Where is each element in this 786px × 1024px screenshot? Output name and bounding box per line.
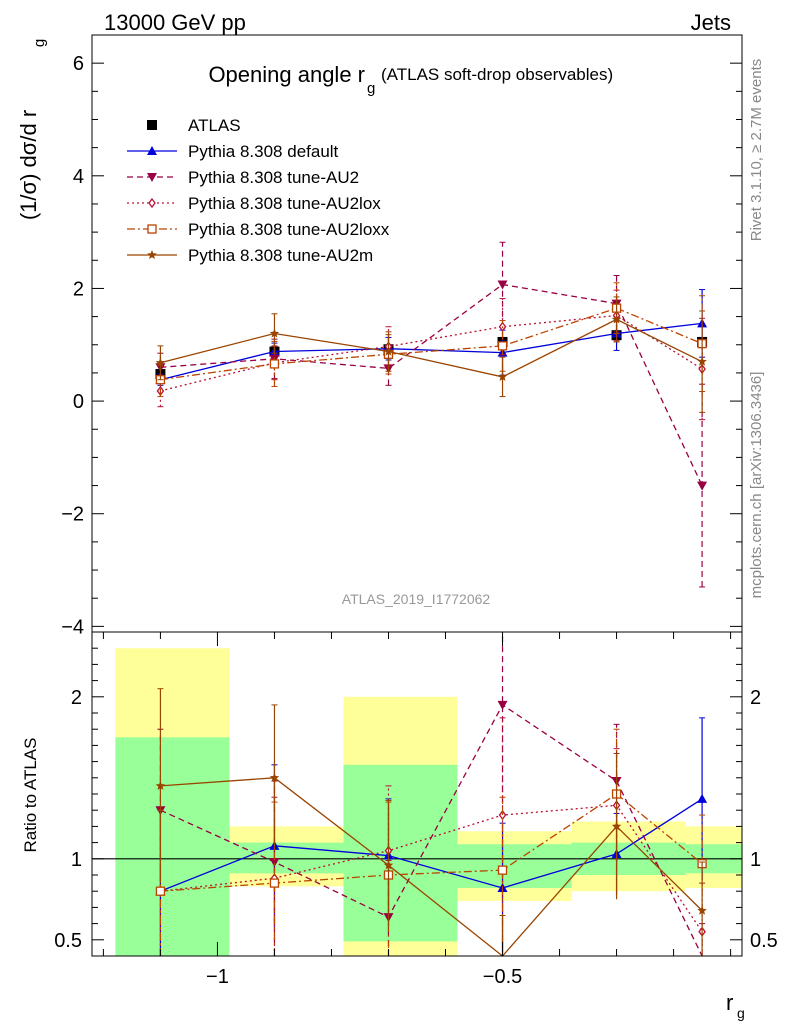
data-point xyxy=(269,328,280,338)
legend-entry: Pythia 8.308 tune-AU2m xyxy=(127,246,373,265)
plot-title-extra: (ATLAS soft-drop observables) xyxy=(381,65,613,84)
main-y-tick-label: −4 xyxy=(61,616,84,638)
ratio-series-Pythia 8.308 tune-AU2m xyxy=(155,688,707,957)
uncertainty-band-green xyxy=(229,842,344,874)
ratio-point xyxy=(155,886,166,896)
legend-marker xyxy=(148,197,156,209)
ratio-point xyxy=(383,860,394,870)
main-axes: −4 −2 0 2 4 6 xyxy=(61,53,742,638)
uncertainty-band-green xyxy=(457,844,572,888)
main-panel: Opening angle r g (ATLAS soft-drop obser… xyxy=(16,34,743,638)
ratio-y-tick-label: 0.5 xyxy=(54,930,82,952)
legend-marker xyxy=(147,120,157,130)
analysis-watermark: ATLAS_2019_I1772062 xyxy=(342,591,491,607)
mcplots-label: mcplots.cern.ch [arXiv:1306.3436] xyxy=(748,372,765,599)
ratio-point xyxy=(155,780,166,790)
legend-label: Pythia 8.308 default xyxy=(188,142,339,161)
ratio-y-tick-label: 2 xyxy=(71,687,82,709)
series-Pythia 8.308 tune-AU2 xyxy=(155,241,708,588)
ratio-bands xyxy=(92,648,743,956)
x-axis-label: r xyxy=(726,990,733,1015)
legend-label: ATLAS xyxy=(188,116,241,135)
series-line xyxy=(160,314,703,392)
header-left: 13000 GeV pp xyxy=(104,10,246,35)
header-right: Jets xyxy=(691,10,731,35)
main-y-tick-label: 0 xyxy=(73,391,84,413)
x-tick-label: −0.5 xyxy=(483,966,522,988)
main-plot-area xyxy=(155,241,708,588)
y-axis-label-sub: g xyxy=(31,39,48,47)
main-y-tick-label: 4 xyxy=(73,166,84,188)
legend-entry: Pythia 8.308 tune-AU2lox xyxy=(127,194,381,213)
ratio-line xyxy=(160,804,703,933)
legend-entry: Pythia 8.308 default xyxy=(127,142,339,161)
series-Pythia 8.308 tune-AU2lox xyxy=(156,289,706,421)
x-tick-label: −1 xyxy=(206,966,229,988)
legend-marker xyxy=(147,224,157,234)
ratio-line xyxy=(160,777,703,957)
ratio-line xyxy=(160,703,703,957)
legend-entry: Pythia 8.308 tune-AU2loxx xyxy=(127,220,390,239)
y-axis-label: (1/σ) dσ/d r xyxy=(16,110,41,220)
legend-entry: Pythia 8.308 tune-AU2 xyxy=(127,168,359,187)
ratio-axis-label: Ratio to ATLAS xyxy=(21,738,40,853)
data-point xyxy=(697,356,707,366)
ratio-y-tick-label-right: 2 xyxy=(750,687,761,709)
ratio-y-tick-label-right: 1 xyxy=(750,849,761,871)
legend-marker xyxy=(147,250,157,259)
ratio-point xyxy=(611,821,622,831)
ratio-point xyxy=(697,905,707,915)
ratio-point xyxy=(697,793,708,803)
ratio-point xyxy=(497,700,508,710)
legend-entry: ATLAS xyxy=(147,116,241,135)
ratio-y-tick-label-right: 0.5 xyxy=(750,930,778,952)
legend-marker xyxy=(147,173,157,182)
ratio-point xyxy=(269,772,280,782)
legend-label: Pythia 8.308 tune-AU2lox xyxy=(188,194,381,213)
series-line xyxy=(160,307,703,381)
legend-marker xyxy=(147,146,157,155)
data-point xyxy=(497,371,508,381)
x-axis-label-sub: g xyxy=(737,1005,745,1021)
plot-title: Opening angle r xyxy=(208,62,365,87)
ratio-point xyxy=(497,865,508,875)
data-point xyxy=(497,341,508,351)
main-y-tick-label: −2 xyxy=(61,504,84,526)
data-point xyxy=(497,280,508,290)
ratio-plot-area xyxy=(155,631,708,957)
ratio-point xyxy=(269,858,280,868)
ratio-panel: 0.5 0.5 1 1 2 2 −1 −0.5 Ratio to ATLAS r g xyxy=(21,631,778,1021)
series-line xyxy=(160,322,703,381)
legend: ATLAS Pythia 8.308 default Pythia 8.308 tu… xyxy=(127,116,390,265)
series-line xyxy=(160,283,703,486)
ratio-point xyxy=(269,878,280,888)
rivet-version-label: Rivet 3.1.10, ≥ 2.7M events xyxy=(748,59,765,242)
data-point xyxy=(611,314,622,324)
legend-label: Pythia 8.308 tune-AU2loxx xyxy=(188,220,390,239)
main-y-tick-label: 6 xyxy=(73,53,84,75)
ratio-y-tick-label: 1 xyxy=(71,849,82,871)
data-point xyxy=(697,481,708,491)
data-point xyxy=(383,346,394,356)
main-y-tick-label: 2 xyxy=(73,278,84,300)
uncertainty-band-green xyxy=(115,737,230,956)
ratio-axes: 0.5 0.5 1 1 2 2 −1 −0.5 xyxy=(54,632,778,988)
series-line xyxy=(160,318,703,378)
legend-label: Pythia 8.308 tune-AU2 xyxy=(188,168,359,187)
ratio-line xyxy=(160,793,703,892)
legend-label: Pythia 8.308 tune-AU2m xyxy=(188,246,373,265)
data-point xyxy=(269,359,280,369)
data-point xyxy=(155,357,166,367)
plot-title-sub: g xyxy=(367,80,375,97)
series-Pythia 8.308 tune-AU2m xyxy=(155,296,707,413)
